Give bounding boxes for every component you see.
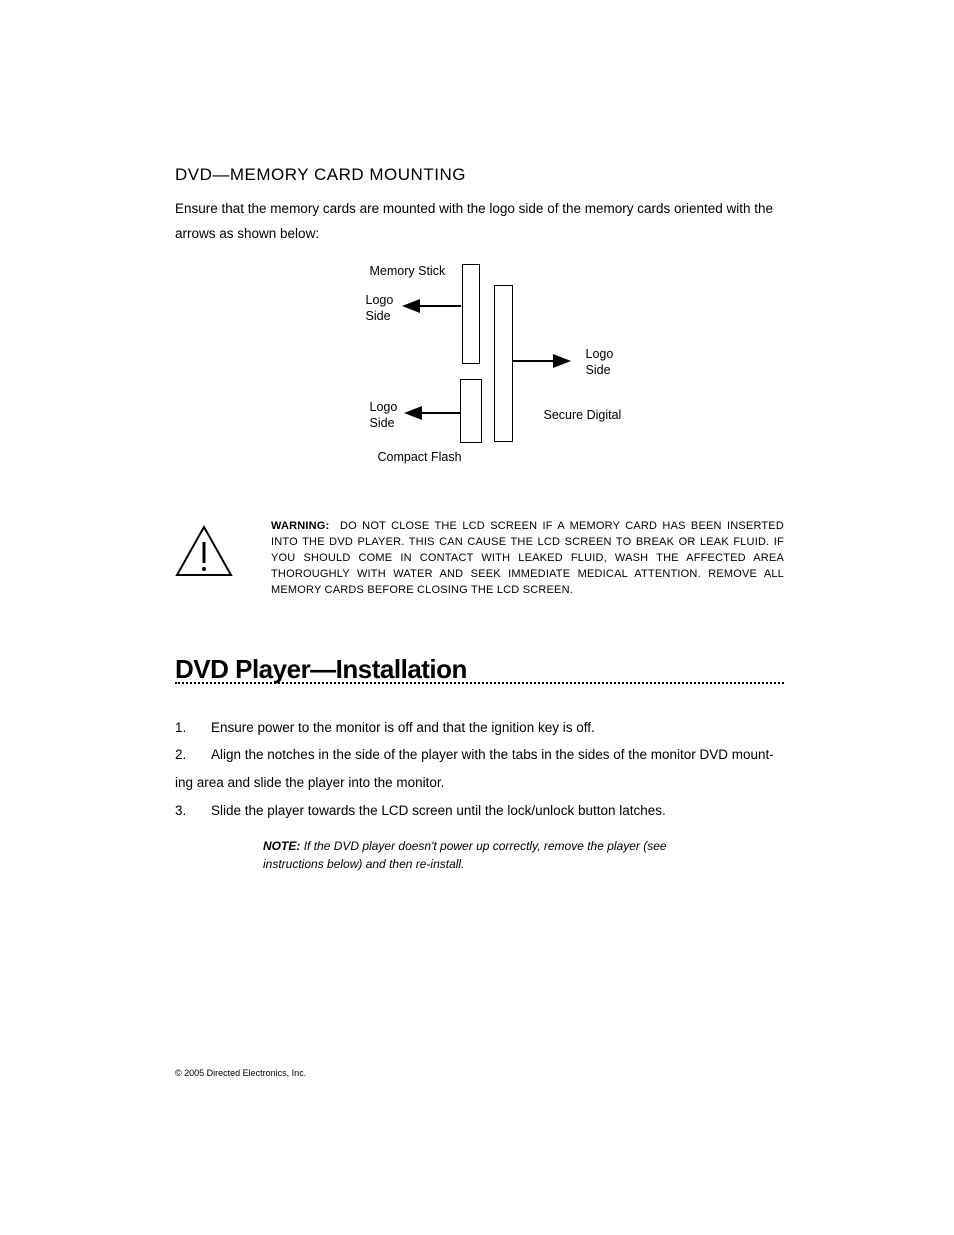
note-label: NOTE: [263,839,300,853]
warning-triangle-icon [175,525,233,577]
note-body: If the DVD player doesn't power up corre… [263,839,667,870]
arrow-right-icon [553,354,571,368]
label-compact-flash: Compact Flash [378,449,462,465]
section-subtitle: DVD—MEMORY CARD MOUNTING [175,165,784,185]
memory-card-diagram: Memory Stick Logo Side Logo Side Secure … [290,259,670,469]
step-1: 1.Ensure power to the monitor is off and… [175,714,784,742]
warning-text: WARNING: DO NOT CLOSE THE LCD SCREEN IF … [271,519,784,599]
label-logo-side-2: Logo Side [586,346,614,379]
intro-text: Ensure that the memory cards are mounted… [175,197,784,247]
arrow-line [512,360,555,362]
memory-stick-slot [462,264,480,364]
label-logo-side-3: Logo Side [370,399,398,432]
label-memory-stick: Memory Stick [370,263,446,279]
step-3: 3.Slide the player towards the LCD scree… [175,797,784,825]
copyright: © 2005 Directed Electronics, Inc. [175,1068,306,1078]
warning-label: WARNING: [271,520,329,532]
arrow-line [418,305,461,307]
arrow-line [420,412,460,414]
step-2: 2.Align the notches in the side of the p… [175,741,784,769]
note-block: NOTE: If the DVD player doesn't power up… [263,838,683,873]
step-2-cont: ing area and slide the player into the m… [175,769,784,797]
label-secure-digital: Secure Digital [544,407,622,423]
label-logo-side-1: Logo Side [366,292,394,325]
warning-body: DO NOT CLOSE THE LCD SCREEN IF A MEMORY … [271,520,784,596]
secure-digital-slot [494,285,513,442]
warning-block: WARNING: DO NOT CLOSE THE LCD SCREEN IF … [175,519,784,599]
compact-flash-slot [460,379,482,443]
